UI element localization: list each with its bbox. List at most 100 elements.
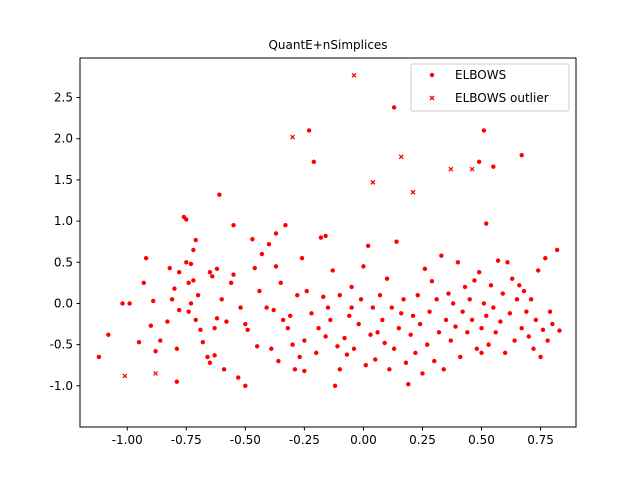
- x-tick-label: 0.50: [468, 433, 495, 447]
- data-point: [347, 313, 352, 319]
- data-point: [415, 293, 420, 298]
- chart-title: QuantE+nSimplices: [268, 38, 387, 52]
- data-point: [365, 243, 371, 248]
- legend: ELBOWS ELBOWS outlier: [410, 63, 570, 112]
- data-point: [488, 283, 494, 288]
- data-point: [278, 280, 283, 286]
- data-point: [380, 317, 385, 323]
- data-point: [254, 344, 260, 349]
- data-point: [172, 286, 177, 291]
- data-point: [337, 367, 343, 372]
- outlier-point: [351, 72, 357, 78]
- data-point: [186, 309, 191, 314]
- data-point: [120, 301, 125, 306]
- y-tick-label: 2.0: [54, 132, 73, 146]
- y-tick-label: 1.5: [54, 173, 73, 187]
- data-point: [441, 367, 446, 372]
- y-tick-label: -1.0: [50, 379, 73, 393]
- plot-frame: [79, 57, 577, 428]
- x-tick-label: 0.00: [350, 433, 377, 447]
- data-point: [493, 330, 498, 335]
- data-point: [453, 324, 458, 329]
- data-point: [526, 334, 531, 339]
- data-point: [332, 383, 338, 389]
- data-point: [382, 340, 387, 346]
- data-point: [476, 269, 482, 275]
- data-point: [531, 346, 536, 351]
- data-point: [231, 272, 236, 277]
- data-point: [177, 307, 182, 313]
- data-point: [231, 223, 236, 228]
- data-point: [422, 266, 428, 272]
- data-point: [410, 313, 416, 319]
- data-point: [401, 297, 406, 302]
- data-point: [245, 327, 250, 333]
- data-point: [514, 297, 520, 302]
- data-point: [143, 255, 149, 261]
- data-point: [417, 321, 423, 327]
- data-point: [465, 330, 470, 335]
- data-point: [309, 311, 314, 316]
- data-point: [217, 192, 222, 197]
- data-point: [543, 255, 548, 261]
- data-point: [375, 330, 380, 335]
- data-point: [193, 317, 198, 323]
- data-point: [370, 305, 376, 310]
- data-point: [486, 342, 491, 347]
- data-point: [446, 291, 451, 296]
- data-point: [148, 323, 154, 328]
- data-point: [141, 280, 146, 286]
- data-point: [269, 346, 274, 351]
- data-point: [368, 332, 373, 337]
- data-point: [198, 327, 203, 333]
- data-point: [273, 231, 279, 236]
- data-point: [394, 239, 399, 244]
- x-tick-label: 0.75: [527, 433, 554, 447]
- data-point: [276, 358, 281, 364]
- data-point: [302, 338, 307, 343]
- data-point: [177, 269, 182, 275]
- data-point: [458, 354, 463, 360]
- data-point: [207, 269, 213, 275]
- outlier-point: [448, 166, 454, 172]
- data-point: [481, 128, 487, 133]
- data-point: [399, 311, 404, 316]
- data-point: [443, 317, 449, 323]
- y-tick-label: 0.0: [54, 296, 73, 310]
- data-point: [264, 305, 269, 310]
- data-point: [136, 339, 142, 345]
- data-point: [323, 334, 328, 339]
- data-point: [358, 297, 364, 302]
- data-point: [288, 313, 293, 319]
- data-point: [238, 305, 243, 310]
- outlier-point: [370, 179, 376, 185]
- data-point: [460, 309, 465, 314]
- data-point: [106, 332, 111, 337]
- data-point: [188, 301, 194, 306]
- x-tick-label: 0.25: [409, 433, 436, 447]
- data-point: [396, 325, 402, 331]
- data-point: [474, 346, 479, 351]
- x-tick-label: -0.75: [171, 433, 202, 447]
- data-point: [214, 266, 220, 272]
- x-axis: -1.00 -0.75 -0.50 -0.25 0.00 0.25 0.50 0.75: [112, 427, 554, 447]
- data-point: [420, 371, 425, 376]
- data-point: [439, 253, 444, 258]
- data-point: [406, 381, 411, 387]
- data-point: [221, 367, 227, 372]
- data-point: [290, 342, 295, 347]
- data-point: [434, 297, 439, 302]
- legend-marker-elbows: [429, 72, 435, 78]
- data-point: [387, 367, 392, 372]
- data-point: [169, 297, 175, 302]
- data-point: [236, 375, 241, 380]
- data-point: [455, 260, 461, 265]
- data-point: [212, 325, 217, 331]
- data-point: [517, 283, 522, 288]
- data-point: [533, 317, 539, 323]
- data-point: [384, 276, 390, 281]
- data-point: [283, 223, 288, 228]
- x-tick-label: -0.50: [230, 433, 261, 447]
- data-point: [510, 276, 515, 281]
